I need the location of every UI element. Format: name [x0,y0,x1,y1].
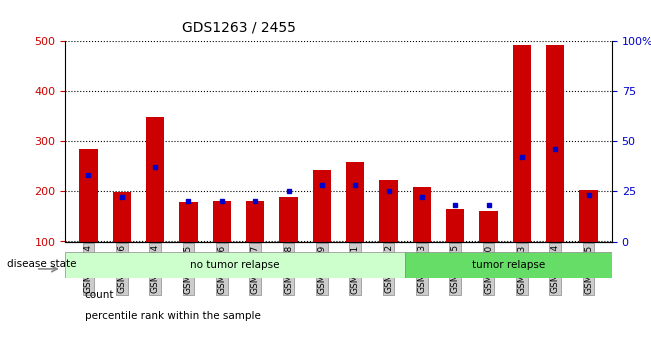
Bar [446,209,464,242]
Text: percentile rank within the sample: percentile rank within the sample [85,311,260,321]
Bar [479,211,498,241]
FancyBboxPatch shape [65,252,405,278]
Bar [513,45,531,241]
Bar [312,170,331,242]
Bar [346,162,365,242]
Bar [213,201,231,242]
Bar [380,180,398,241]
Bar [146,117,164,242]
FancyBboxPatch shape [405,252,612,278]
Bar [113,193,131,242]
Bar [246,201,264,242]
Bar [546,46,564,241]
Bar [279,197,298,241]
Bar [79,149,98,241]
Bar [579,190,598,242]
Bar [179,203,198,242]
Text: no tumor relapse: no tumor relapse [190,260,280,270]
Text: GDS1263 / 2455: GDS1263 / 2455 [182,21,296,35]
Text: tumor relapse: tumor relapse [472,260,545,270]
Bar [413,187,431,241]
Text: disease state: disease state [7,259,76,269]
Text: count: count [85,290,114,300]
